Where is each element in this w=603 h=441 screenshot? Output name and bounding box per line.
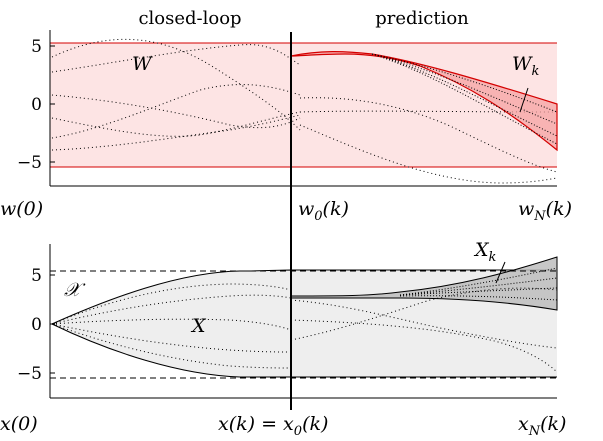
x-inner-trajectory (399, 277, 558, 296)
bottom-xlabel-end-tail: (k) (540, 413, 566, 435)
bottom-xlabel-start: x(0) (0, 413, 38, 435)
top-ytick-label: 0 (31, 95, 42, 115)
closed-loop-header: closed-loop (138, 8, 241, 29)
w-trajectory (51, 94, 301, 129)
x-trajectory (290, 287, 558, 341)
w-trajectory (51, 44, 301, 73)
w-set-label: W (132, 53, 153, 75)
bottom-ytick-label: 0 (31, 315, 42, 335)
w-k-inner-trajectories (371, 53, 558, 145)
bottom-xlabel-end-main: x (518, 413, 529, 435)
x-k-label: Xk (473, 239, 497, 265)
x-k-label-main: X (473, 239, 490, 261)
bottom-xlabel-mid: x(k) = x0(k) (218, 413, 328, 439)
top-xlabel-start: w(0) (0, 198, 43, 220)
x-trajectory (51, 323, 292, 369)
bottom-xlabel-end-sub: N (528, 424, 541, 439)
bottom-ytick-label: 5 (31, 266, 42, 286)
x-trajectory (51, 283, 292, 325)
x-trajectory (51, 318, 292, 331)
w-k-label: Wk (512, 53, 540, 79)
x-constraint-label: 𝒳 (64, 279, 86, 301)
bottom-xlabel-mid-sub: 0 (294, 424, 302, 439)
bottom-xlabel-mid-tail: (k) (302, 413, 328, 435)
top-xlabel-end: wN(k) (518, 198, 572, 224)
w-k-tube (290, 51, 558, 152)
top-xlabel-mid-sub: 0 (314, 209, 322, 224)
prediction-header: prediction (375, 8, 469, 29)
bottom-ytick-label: −5 (17, 364, 42, 384)
top-xlabel-end-main: w (518, 198, 534, 220)
x-closed-loop-region (50, 269, 292, 378)
top-xlabel-end-tail: (k) (546, 198, 572, 220)
x-inner-trajectory (399, 267, 558, 296)
w-k-label-main: W (512, 53, 533, 75)
w-k-label-sub: k (532, 64, 540, 79)
x-trajectory (290, 319, 558, 373)
w-inner-trajectory (371, 53, 558, 113)
x-k-leader (495, 261, 506, 284)
x-set-label: X (190, 315, 207, 337)
bottom-xlabel-end: xN(k) (518, 413, 566, 439)
w-set-region (50, 43, 557, 167)
top-xlabel-mid-tail: (k) (323, 198, 349, 220)
top-xlabel-mid-main: w (298, 198, 314, 220)
w-k-leader (519, 87, 529, 113)
x-sample-trajectories (51, 283, 558, 373)
top-ytick-label: 5 (31, 37, 42, 57)
w-trajectory (51, 111, 301, 137)
w-trajectory (51, 38, 301, 131)
x-k-inner-trajectories (399, 267, 558, 301)
top-xlabel-mid: w0(k) (298, 198, 349, 224)
x-trajectory (290, 299, 558, 349)
w-trajectory (299, 97, 558, 173)
top-ytick-label: −5 (17, 153, 42, 173)
x-k-label-sub: k (489, 250, 497, 265)
bottom-xlabel-mid-a: x(k) = x (218, 413, 294, 435)
disturbance-plot: W Wk 5 0 −5 w(0) w0(k) wN(k) (0, 30, 572, 224)
state-plot: 𝒳 X Xk 5 0 −5 x(0) x(k) = x0(k) xN(k) (0, 239, 566, 439)
w-sample-trajectories (51, 38, 558, 184)
top-xlabel-end-sub: N (533, 209, 546, 224)
